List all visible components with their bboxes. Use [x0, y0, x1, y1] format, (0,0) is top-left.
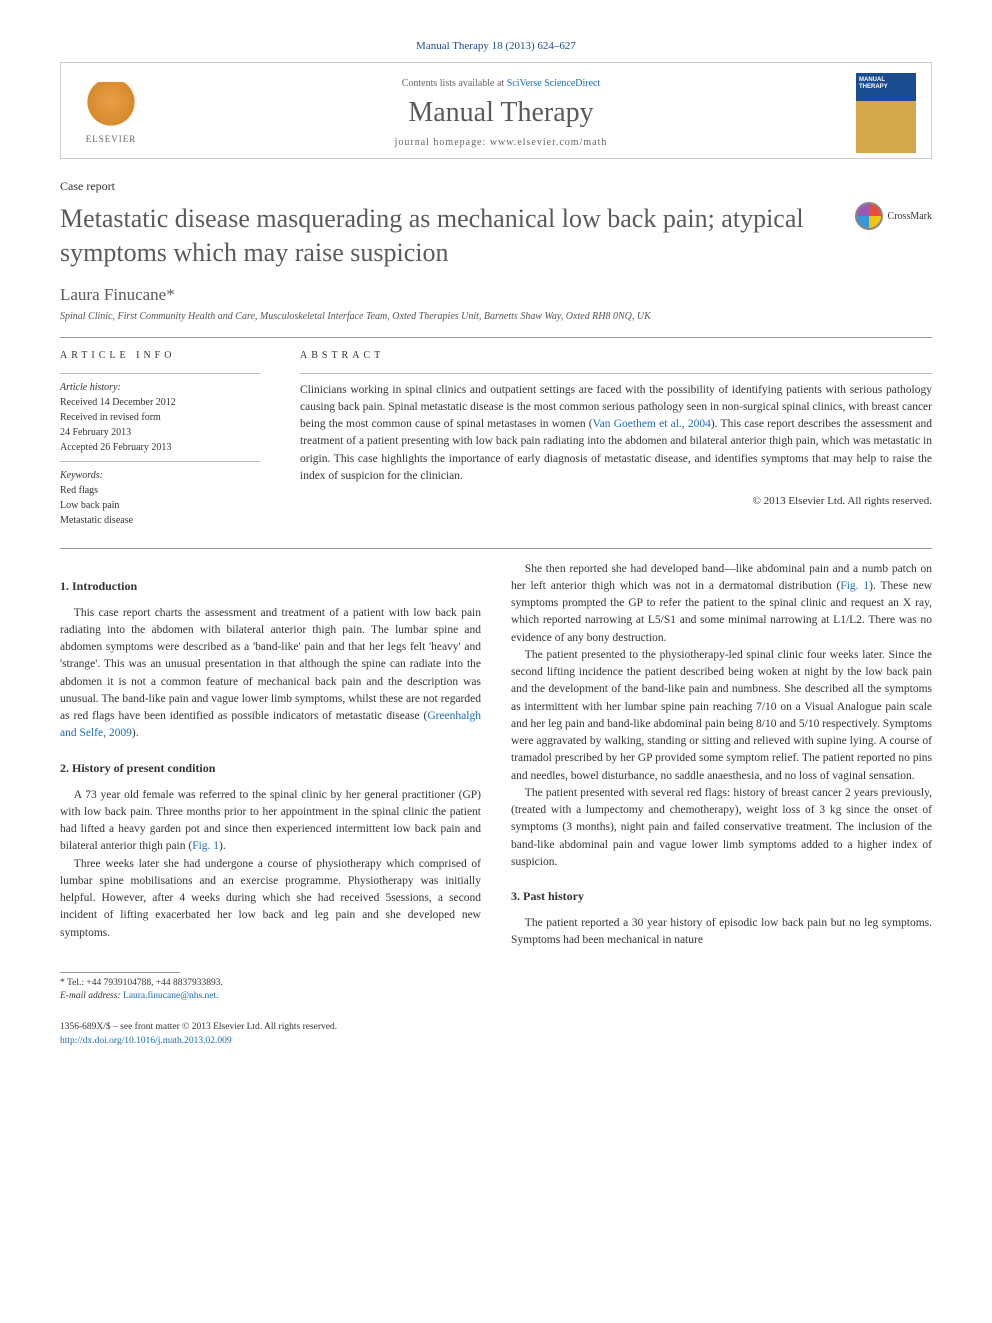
section-heading: 2. History of present condition: [60, 759, 481, 777]
crossmark-label: CrossMark: [888, 211, 932, 222]
abstract-heading: ABSTRACT: [300, 350, 932, 361]
homepage-url[interactable]: www.elsevier.com/math: [490, 137, 608, 148]
article-history: Article history: Received 14 December 20…: [60, 380, 260, 528]
tel-line: * Tel.: +44 7939104788, +44 8837933893.: [60, 977, 481, 990]
journal-name: Manual Therapy: [146, 97, 856, 129]
figure-link[interactable]: Fig. 1: [840, 580, 869, 592]
paragraph: The patient reported a 30 year history o…: [511, 915, 932, 950]
article-info-block: ARTICLE INFO Article history: Received 1…: [60, 350, 260, 528]
keyword: Red flags: [60, 483, 260, 498]
section-heading: 3. Past history: [511, 887, 932, 905]
footer-block: 1356-689X/$ – see front matter © 2013 El…: [60, 1021, 481, 1048]
divider: [60, 548, 932, 549]
abstract-block: ABSTRACT Clinicians working in spinal cl…: [300, 350, 932, 528]
title-row: Metastatic disease masquerading as mecha…: [60, 202, 932, 270]
paragraph: She then reported she had developed band…: [511, 561, 932, 647]
paragraph: The patient presented to the physiothera…: [511, 647, 932, 785]
author-line: Laura Finucane*: [60, 285, 932, 305]
p-text: A 73 year old female was referred to the…: [60, 789, 481, 853]
author-name: Laura Finucane: [60, 285, 166, 304]
p-text: This case report charts the assessment a…: [60, 607, 481, 723]
elsevier-label: ELSEVIER: [86, 134, 137, 144]
header-center: Contents lists available at SciVerse Sci…: [146, 78, 856, 148]
homepage-prefix: journal homepage:: [395, 137, 490, 148]
email-line: E-mail address: Laura.finucane@nhs.net.: [60, 990, 481, 1003]
section-heading: 1. Introduction: [60, 577, 481, 595]
p-text: ).: [132, 727, 139, 739]
abstract-copyright: © 2013 Elsevier Ltd. All rights reserved…: [300, 495, 932, 507]
article-type: Case report: [60, 179, 932, 194]
corresponding-author-footnote: * Tel.: +44 7939104788, +44 8837933893. …: [60, 977, 481, 1004]
keywords-label: Keywords:: [60, 468, 260, 483]
history-label: Article history:: [60, 380, 260, 395]
article-info-heading: ARTICLE INFO: [60, 350, 260, 361]
tel-number: +44 7939104788, +44 8837933893.: [86, 978, 223, 988]
sciencedirect-link[interactable]: SciVerse ScienceDirect: [507, 78, 601, 89]
article-body: 1. Introduction This case report charts …: [60, 561, 932, 1048]
email-link[interactable]: Laura.finucane@nhs.net: [123, 991, 216, 1001]
revised-date: 24 February 2013: [60, 425, 260, 440]
paragraph: This case report charts the assessment a…: [60, 605, 481, 743]
crossmark-icon: [855, 202, 883, 230]
doi-link[interactable]: http://dx.doi.org/10.1016/j.math.2013.02…: [60, 1036, 232, 1046]
contents-available: Contents lists available at SciVerse Sci…: [146, 78, 856, 89]
elsevier-tree-icon: [86, 82, 136, 132]
journal-header: ELSEVIER Contents lists available at Sci…: [60, 62, 932, 159]
author-marker: *: [166, 285, 175, 304]
info-abstract-row: ARTICLE INFO Article history: Received 1…: [60, 350, 932, 528]
paragraph: A 73 year old female was referred to the…: [60, 787, 481, 856]
p-text: ).: [219, 840, 226, 852]
article-title: Metastatic disease masquerading as mecha…: [60, 202, 840, 270]
tel-label: * Tel.:: [60, 978, 86, 988]
affiliation: Spinal Clinic, First Community Health an…: [60, 311, 932, 322]
front-matter-line: 1356-689X/$ – see front matter © 2013 El…: [60, 1021, 481, 1034]
keyword: Metastatic disease: [60, 513, 260, 528]
abstract-text: Clinicians working in spinal clinics and…: [300, 382, 932, 486]
paragraph: Three weeks later she had undergone a co…: [60, 856, 481, 942]
divider: [60, 337, 932, 338]
email-label: E-mail address:: [60, 991, 123, 1001]
journal-cover-thumbnail: [856, 73, 916, 153]
abstract-citation[interactable]: Van Goethem et al., 2004: [593, 418, 711, 430]
figure-link[interactable]: Fig. 1: [192, 840, 219, 852]
journal-homepage: journal homepage: www.elsevier.com/math: [146, 137, 856, 148]
footnote-rule: [60, 972, 180, 973]
header-row: ELSEVIER Contents lists available at Sci…: [61, 63, 931, 158]
paragraph: The patient presented with several red f…: [511, 785, 932, 871]
info-divider: [60, 373, 260, 374]
keyword: Low back pain: [60, 498, 260, 513]
crossmark-badge[interactable]: CrossMark: [855, 202, 932, 230]
revised-label: Received in revised form: [60, 410, 260, 425]
journal-reference: Manual Therapy 18 (2013) 624–627: [60, 40, 932, 52]
received-date: Received 14 December 2012: [60, 395, 260, 410]
abstract-divider: [300, 373, 932, 374]
accepted-date: Accepted 26 February 2013: [60, 440, 260, 455]
elsevier-logo: ELSEVIER: [76, 73, 146, 153]
contents-prefix: Contents lists available at: [402, 78, 507, 89]
email-post: .: [216, 991, 218, 1001]
